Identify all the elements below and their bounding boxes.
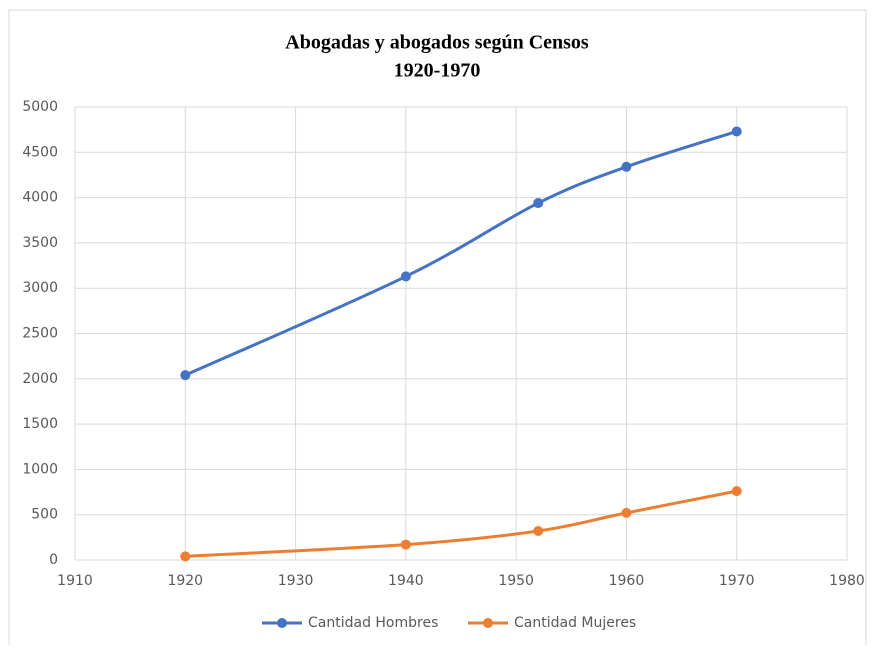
data-point — [621, 161, 632, 172]
y-tick-label: 2000 — [22, 371, 58, 387]
y-tick-label: 1000 — [22, 461, 58, 477]
legend-label: Cantidad Hombres — [308, 615, 438, 631]
x-tick-label: 1920 — [167, 573, 203, 589]
data-point — [180, 551, 191, 562]
x-tick-label: 1980 — [829, 573, 865, 589]
legend-marker — [483, 618, 493, 628]
x-tick-label: 1930 — [278, 573, 314, 589]
data-point — [533, 526, 544, 537]
data-point — [621, 507, 632, 518]
x-tick-label: 1960 — [609, 573, 645, 589]
data-point — [180, 370, 191, 381]
data-point — [533, 198, 544, 209]
data-point — [731, 486, 742, 497]
y-tick-label: 4000 — [22, 190, 58, 206]
y-tick-label: 3000 — [22, 280, 58, 296]
y-tick-label: 4500 — [22, 144, 58, 160]
x-tick-label: 1910 — [57, 573, 93, 589]
y-tick-label: 0 — [49, 552, 58, 568]
x-tick-label: 1950 — [498, 573, 534, 589]
y-tick-label: 1500 — [22, 416, 58, 432]
chart-title: Abogadas y abogados según Censos — [285, 32, 589, 54]
y-tick-label: 5000 — [22, 99, 58, 115]
chart-border — [8, 9, 867, 649]
x-tick-label: 1940 — [388, 573, 424, 589]
x-tick-label: 1970 — [719, 573, 755, 589]
y-tick-label: 3500 — [22, 235, 58, 251]
legend-label: Cantidad Mujeres — [514, 615, 636, 631]
series-line — [185, 489, 738, 558]
series-line — [184, 130, 738, 377]
y-tick-label: 2500 — [22, 326, 58, 342]
legend-marker — [277, 618, 287, 628]
data-point — [400, 539, 411, 550]
chart-subtitle: 1920-1970 — [394, 60, 481, 82]
y-tick-label: 500 — [31, 507, 58, 523]
data-point — [731, 126, 742, 137]
data-point — [400, 271, 411, 282]
